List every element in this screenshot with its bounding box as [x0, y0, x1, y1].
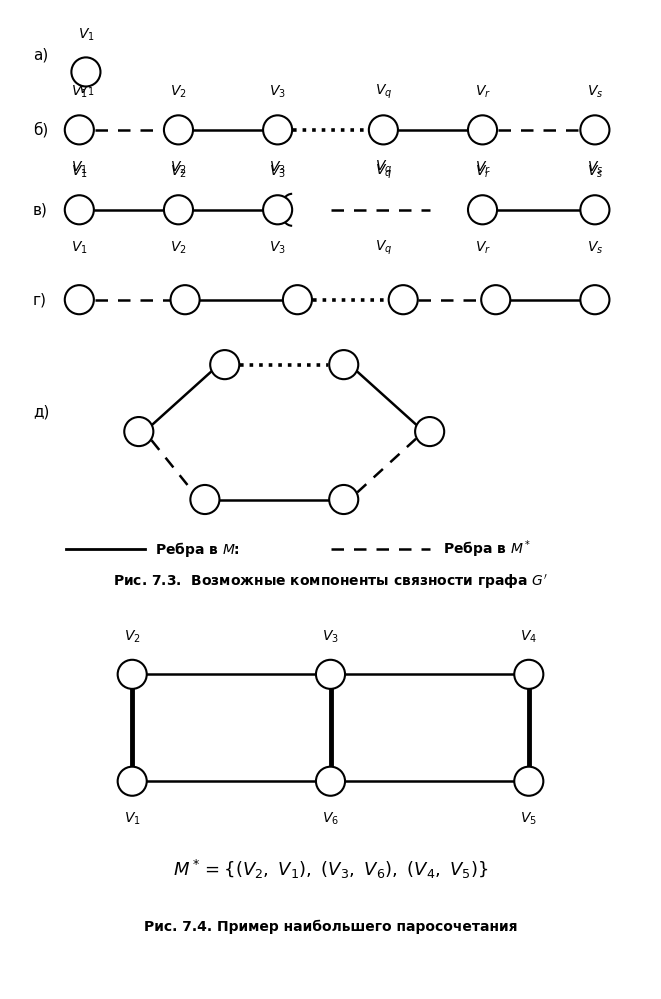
Text: $V_6$: $V_6$	[322, 811, 339, 827]
Text: $V_r$: $V_r$	[475, 240, 490, 256]
Text: $V_q$: $V_q$	[375, 239, 392, 257]
Ellipse shape	[124, 417, 153, 447]
Text: $V_3$: $V_3$	[269, 84, 286, 100]
Ellipse shape	[580, 285, 609, 315]
Text: $V_q$: $V_q$	[375, 83, 392, 101]
Text: $V_r$: $V_r$	[475, 164, 490, 180]
Text: Ребра в $M$:: Ребра в $M$:	[155, 539, 241, 559]
Text: $V_2$: $V_2$	[170, 240, 187, 256]
Ellipse shape	[580, 115, 609, 145]
Text: $V_1$: $V_1$	[71, 160, 88, 176]
Ellipse shape	[190, 485, 219, 514]
Ellipse shape	[65, 285, 94, 315]
Ellipse shape	[316, 766, 345, 796]
Text: Ребра в $M^*$: Ребра в $M^*$	[443, 538, 531, 560]
Text: б): б)	[33, 122, 48, 138]
Text: $V_4$: $V_4$	[520, 628, 537, 644]
Text: $V_2$: $V_2$	[170, 164, 187, 180]
Text: $V_3$: $V_3$	[269, 240, 286, 256]
Ellipse shape	[514, 766, 543, 796]
Ellipse shape	[580, 195, 609, 225]
Text: $V_2$: $V_2$	[170, 84, 187, 100]
Text: $V_1$: $V_1$	[71, 240, 88, 256]
Ellipse shape	[118, 766, 147, 796]
Ellipse shape	[71, 57, 100, 87]
Ellipse shape	[316, 659, 345, 689]
Text: $V_1$: $V_1$	[77, 27, 95, 43]
Ellipse shape	[118, 659, 147, 689]
Ellipse shape	[171, 285, 200, 315]
Ellipse shape	[210, 350, 239, 380]
Ellipse shape	[164, 195, 193, 225]
Ellipse shape	[263, 115, 292, 145]
Text: $V_r$: $V_r$	[475, 84, 490, 100]
Text: $V_5$: $V_5$	[520, 811, 537, 827]
Text: в): в)	[33, 202, 48, 218]
Text: Рис. 7.3.  Возможные компоненты связности графа $G'$: Рис. 7.3. Возможные компоненты связности…	[113, 572, 548, 590]
Text: $V_s$: $V_s$	[587, 240, 603, 256]
Ellipse shape	[514, 659, 543, 689]
Ellipse shape	[329, 350, 358, 380]
Ellipse shape	[263, 195, 292, 225]
Text: $V_s$: $V_s$	[587, 84, 603, 100]
Text: $M^* =\{(V_2,\ V_1),\ (V_3,\ V_6),\ (V_4,\ V_5)\}$: $M^* =\{(V_2,\ V_1),\ (V_3,\ V_6),\ (V_4…	[173, 857, 488, 881]
Text: $V_q$: $V_q$	[375, 159, 392, 177]
Ellipse shape	[468, 195, 497, 225]
Ellipse shape	[65, 195, 94, 225]
Text: $V_2$: $V_2$	[170, 160, 187, 176]
Text: $V_1$: $V_1$	[77, 82, 95, 98]
Text: а): а)	[33, 47, 48, 63]
Ellipse shape	[415, 417, 444, 447]
Text: д): д)	[33, 404, 50, 420]
Text: $V_1$: $V_1$	[71, 164, 88, 180]
Text: $V_r$: $V_r$	[475, 160, 490, 176]
Text: Рис. 7.4. Пример наибольшего паросочетания: Рис. 7.4. Пример наибольшего паросочетан…	[143, 920, 518, 934]
Text: $V_1$: $V_1$	[124, 811, 141, 827]
Text: $V_3$: $V_3$	[269, 160, 286, 176]
Ellipse shape	[283, 285, 312, 315]
Text: $V_s$: $V_s$	[587, 160, 603, 176]
Text: $V_2$: $V_2$	[124, 628, 141, 644]
Text: $V_1$: $V_1$	[71, 84, 88, 100]
Ellipse shape	[389, 285, 418, 315]
Ellipse shape	[468, 115, 497, 145]
Text: $V_q$: $V_q$	[375, 163, 392, 181]
Ellipse shape	[164, 115, 193, 145]
Ellipse shape	[65, 115, 94, 145]
Text: $V_3$: $V_3$	[269, 164, 286, 180]
Ellipse shape	[369, 115, 398, 145]
Ellipse shape	[481, 285, 510, 315]
Text: $V_3$: $V_3$	[322, 628, 339, 644]
Ellipse shape	[329, 485, 358, 514]
Text: $V_s$: $V_s$	[587, 164, 603, 180]
Text: г): г)	[33, 292, 47, 308]
